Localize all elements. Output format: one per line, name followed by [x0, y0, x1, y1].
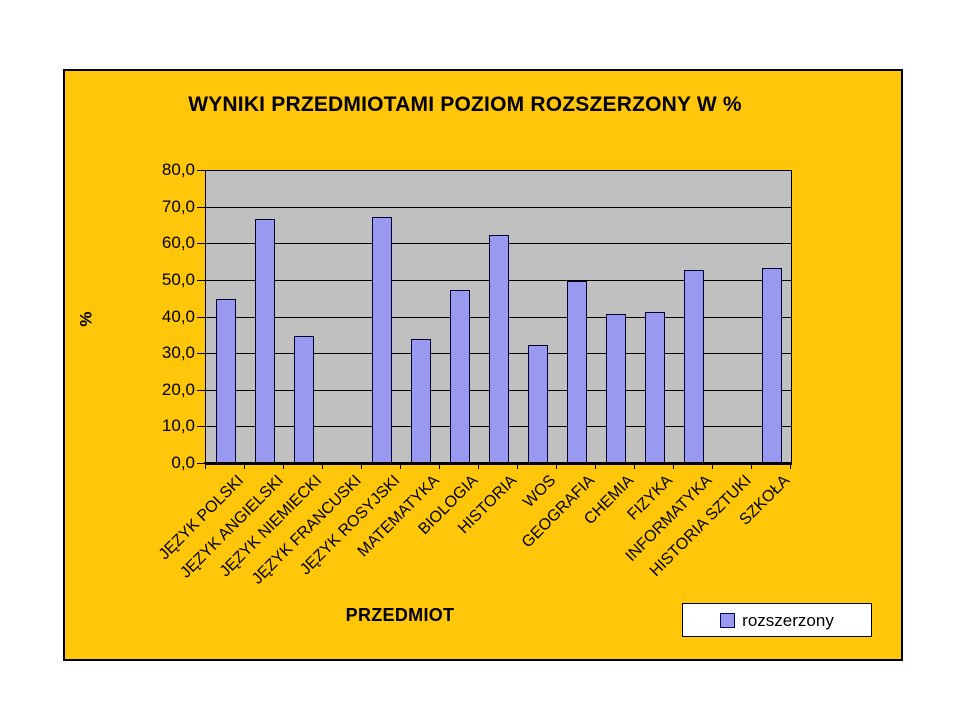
x-axis-title: PRZEDMIOT	[345, 605, 455, 625]
x-tick-12	[673, 463, 674, 469]
y-tick-label-60: 60,0	[161, 233, 195, 253]
y-tick-0	[197, 463, 205, 464]
x-tick-13	[712, 463, 713, 469]
bar-informatyka	[683, 269, 704, 464]
bar-wos	[527, 344, 548, 464]
y-tick-60	[197, 243, 205, 245]
y-tick-30	[197, 353, 205, 355]
x-tick-5	[400, 463, 401, 469]
y-tick-20	[197, 389, 205, 391]
bar-matematyka	[410, 339, 431, 464]
bar-język-niemiecki	[293, 335, 314, 464]
y-tick-label-50: 50,0	[161, 269, 195, 289]
x-axis-line	[204, 462, 791, 464]
y-tick-label-70: 70,0	[161, 196, 195, 216]
y-tick-70	[197, 206, 205, 208]
y-tick-40	[197, 316, 205, 318]
bar-język-angielski	[254, 218, 275, 464]
x-tick-7	[478, 463, 479, 469]
x-tick-2	[283, 463, 284, 469]
bar-geografia	[566, 280, 587, 464]
x-tick-6	[439, 463, 440, 469]
bar-język-polski	[215, 299, 236, 464]
y-tick-label-10: 10,0	[161, 416, 195, 436]
y-axis-title: %	[76, 311, 96, 327]
x-tick-9	[556, 463, 557, 469]
y-tick-10	[197, 426, 205, 428]
legend-series-label: rozszerzony	[742, 610, 834, 630]
x-tick-4	[361, 463, 362, 469]
y-tick-label-30: 30,0	[161, 343, 195, 363]
y-tick-label-40: 40,0	[161, 306, 195, 326]
x-tick-1	[244, 463, 245, 469]
y-tick-label-20: 20,0	[161, 379, 195, 399]
chart-frame: WYNIKI PRZEDMIOTAMI POZIOM ROZSZERZONY W…	[63, 69, 903, 661]
chart-title: WYNIKI PRZEDMIOTAMI POZIOM ROZSZERZONY W…	[188, 93, 742, 116]
bar-historia	[488, 235, 509, 464]
x-tick-10	[595, 463, 596, 469]
x-tick-8	[517, 463, 518, 469]
x-tick-3	[322, 463, 323, 469]
y-tick-label-0: 0,0	[171, 453, 195, 472]
plot-area	[205, 170, 792, 465]
bar-fizyka	[644, 312, 665, 464]
x-tick-0	[205, 463, 206, 469]
gridline-70	[206, 206, 791, 208]
bar-język-rosyjski	[371, 216, 392, 464]
x-tick-15	[790, 463, 791, 469]
bar-chemia	[605, 313, 626, 464]
x-tick-14	[751, 463, 752, 469]
y-tick-80	[197, 170, 205, 171]
x-tick-11	[634, 463, 635, 469]
y-tick-label-80: 80,0	[161, 160, 195, 179]
bar-biologia	[449, 290, 470, 464]
bar-szkoła	[761, 268, 782, 464]
legend-marker-icon	[720, 612, 736, 628]
y-tick-50	[197, 279, 205, 281]
legend: rozszerzony	[682, 603, 872, 637]
